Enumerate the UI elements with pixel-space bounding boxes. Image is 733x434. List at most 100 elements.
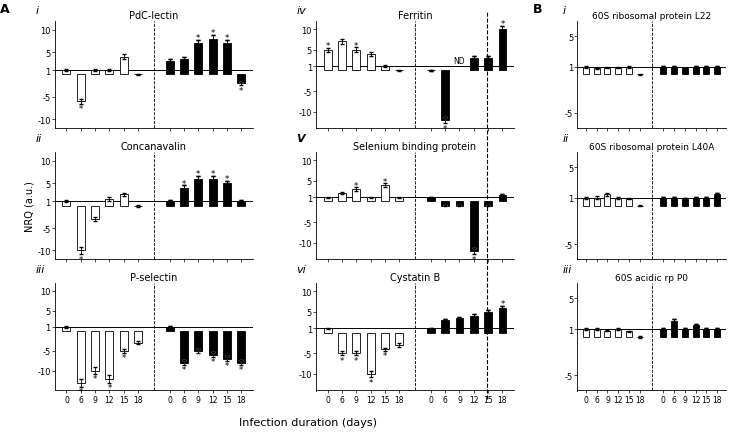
Text: *: * — [210, 29, 215, 38]
Bar — [605, 195, 611, 206]
Bar — [682, 199, 688, 206]
Bar — [714, 68, 720, 76]
Bar — [470, 202, 478, 252]
Title: Ferritin: Ferritin — [398, 11, 432, 21]
Bar — [324, 51, 331, 71]
Title: Concanavalin: Concanavalin — [121, 142, 187, 152]
Bar — [671, 68, 677, 76]
Text: *: * — [443, 125, 447, 133]
Bar — [660, 68, 666, 76]
Bar — [583, 198, 589, 206]
Bar — [209, 331, 216, 355]
Text: *: * — [501, 20, 504, 29]
Bar — [338, 333, 346, 353]
Text: *: * — [122, 353, 126, 362]
Title: 60S acidic rp P0: 60S acidic rp P0 — [615, 273, 688, 283]
Bar — [381, 67, 389, 71]
Bar — [366, 198, 375, 202]
Title: 60S ribosomal protein L40A: 60S ribosomal protein L40A — [589, 143, 714, 152]
Text: *: * — [196, 34, 200, 43]
Bar — [605, 69, 611, 76]
Bar — [237, 76, 246, 84]
Bar — [498, 308, 507, 333]
Text: *: * — [210, 170, 215, 179]
Bar — [366, 55, 375, 71]
Bar — [223, 184, 231, 206]
Text: *: * — [225, 34, 229, 43]
Text: *: * — [225, 175, 229, 184]
Title: PdC-lectin: PdC-lectin — [129, 11, 179, 21]
Text: *: * — [501, 299, 504, 309]
Bar — [119, 331, 128, 351]
Text: V: V — [296, 134, 305, 144]
Bar — [338, 43, 346, 71]
Bar — [605, 331, 611, 337]
Text: *: * — [93, 374, 97, 383]
Bar — [106, 331, 114, 379]
Text: *: * — [354, 181, 358, 191]
Bar — [366, 333, 375, 374]
Bar — [714, 195, 720, 206]
Text: B: B — [533, 3, 542, 16]
Bar — [594, 69, 600, 76]
Bar — [237, 202, 246, 206]
Text: *: * — [325, 42, 330, 51]
Bar — [441, 202, 449, 206]
Bar — [91, 71, 99, 76]
Bar — [704, 198, 710, 206]
Bar — [194, 179, 202, 206]
Bar — [427, 329, 435, 333]
Bar — [77, 331, 85, 383]
Bar — [441, 71, 449, 121]
Bar — [180, 60, 188, 76]
Bar — [62, 327, 70, 331]
Bar — [166, 327, 174, 331]
Bar — [180, 188, 188, 206]
Text: *: * — [182, 365, 186, 375]
Bar — [470, 59, 478, 71]
Bar — [77, 206, 85, 251]
Text: *: * — [182, 179, 186, 188]
Text: *: * — [383, 352, 387, 361]
Bar — [583, 329, 589, 337]
Bar — [209, 179, 216, 206]
Text: iv: iv — [296, 7, 306, 16]
Bar — [353, 190, 360, 202]
Bar — [626, 332, 632, 337]
Bar — [106, 71, 114, 76]
Text: *: * — [78, 255, 83, 264]
Bar — [237, 331, 246, 363]
Text: *: * — [354, 42, 358, 50]
Bar — [455, 319, 463, 333]
Bar — [693, 68, 699, 76]
Bar — [223, 44, 231, 76]
Bar — [338, 194, 346, 202]
Text: vi: vi — [296, 265, 306, 275]
Bar — [660, 329, 666, 337]
Text: *: * — [78, 105, 83, 114]
Text: *: * — [383, 178, 387, 186]
Bar — [106, 200, 114, 206]
Bar — [714, 329, 720, 337]
Text: iii: iii — [35, 265, 45, 275]
Text: ii: ii — [35, 134, 42, 144]
Text: *: * — [107, 383, 111, 392]
Bar — [353, 333, 360, 353]
Bar — [594, 329, 600, 337]
Bar — [626, 68, 632, 76]
Bar — [223, 331, 231, 359]
Bar — [470, 316, 478, 333]
Bar — [660, 198, 666, 206]
Bar — [134, 331, 142, 343]
Text: *: * — [239, 365, 243, 375]
Bar — [166, 202, 174, 206]
Bar — [455, 202, 463, 206]
Bar — [485, 59, 492, 71]
Text: i: i — [35, 7, 38, 16]
Bar — [498, 30, 507, 71]
Text: iii: iii — [562, 265, 572, 275]
Bar — [485, 202, 492, 206]
Bar — [353, 51, 360, 71]
Title: Selenium binding protein: Selenium binding protein — [353, 142, 476, 152]
Bar — [180, 331, 188, 363]
